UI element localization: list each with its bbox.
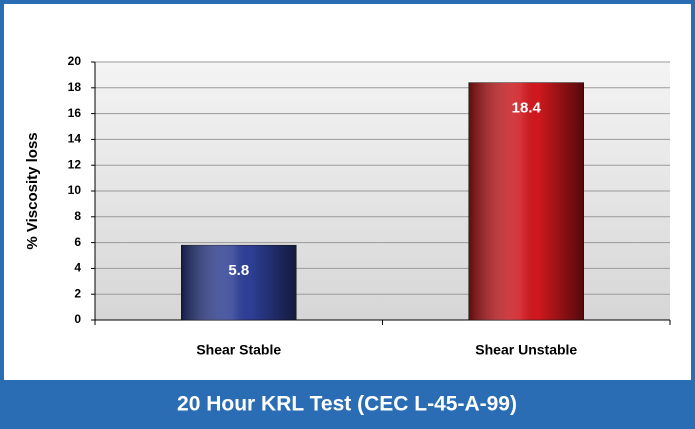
y-tick-label: 4 xyxy=(74,261,81,275)
y-tick-label: 18 xyxy=(68,80,82,94)
y-tick-label: 14 xyxy=(68,132,82,146)
bar-shade xyxy=(468,82,584,320)
y-tick-label: 2 xyxy=(74,286,81,300)
y-axis-label: % Viscosity loss xyxy=(24,132,41,249)
y-tick-label: 6 xyxy=(74,235,81,249)
y-tick-label: 8 xyxy=(74,209,81,223)
chart-title: 20 Hour KRL Test (CEC L-45-A-99) xyxy=(177,393,517,416)
x-tick-label: Shear Unstable xyxy=(475,342,577,358)
y-tick-label: 0 xyxy=(74,312,81,326)
value-label: 18.4 xyxy=(512,100,542,117)
y-tick-label: 20 xyxy=(68,54,82,68)
y-tick-label: 10 xyxy=(68,183,82,197)
bar-shade xyxy=(181,245,297,320)
y-tick-label: 12 xyxy=(68,157,82,171)
x-tick-label: Shear Stable xyxy=(196,342,281,358)
y-tick-label: 16 xyxy=(68,106,82,120)
value-label: 5.8 xyxy=(228,262,249,279)
